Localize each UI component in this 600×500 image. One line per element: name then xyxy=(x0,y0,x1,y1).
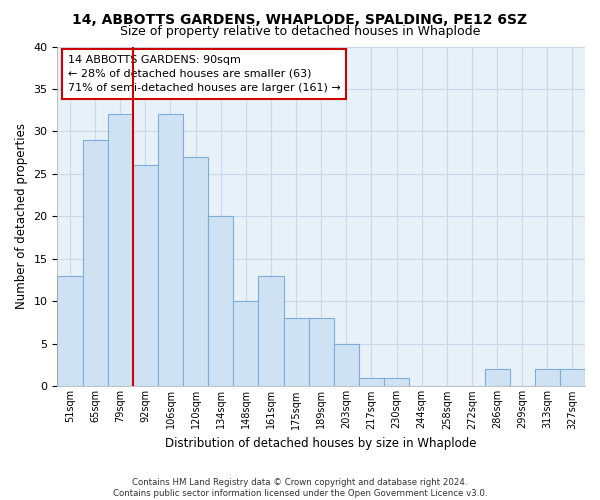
Text: 14, ABBOTTS GARDENS, WHAPLODE, SPALDING, PE12 6SZ: 14, ABBOTTS GARDENS, WHAPLODE, SPALDING,… xyxy=(73,12,527,26)
Text: 14 ABBOTTS GARDENS: 90sqm
← 28% of detached houses are smaller (63)
71% of semi-: 14 ABBOTTS GARDENS: 90sqm ← 28% of detac… xyxy=(68,55,341,93)
Bar xyxy=(208,216,233,386)
Bar xyxy=(560,370,585,386)
Bar xyxy=(158,114,183,386)
Bar xyxy=(384,378,409,386)
Bar xyxy=(233,302,259,386)
Text: Size of property relative to detached houses in Whaplode: Size of property relative to detached ho… xyxy=(120,25,480,38)
Bar xyxy=(535,370,560,386)
Bar xyxy=(107,114,133,386)
Bar xyxy=(485,370,509,386)
Bar xyxy=(259,276,284,386)
Bar xyxy=(83,140,107,386)
Bar xyxy=(359,378,384,386)
Bar xyxy=(58,276,83,386)
Y-axis label: Number of detached properties: Number of detached properties xyxy=(15,124,28,310)
Bar xyxy=(183,157,208,386)
Bar xyxy=(334,344,359,387)
X-axis label: Distribution of detached houses by size in Whaplode: Distribution of detached houses by size … xyxy=(166,437,477,450)
Bar xyxy=(284,318,308,386)
Bar xyxy=(308,318,334,386)
Bar xyxy=(133,166,158,386)
Text: Contains HM Land Registry data © Crown copyright and database right 2024.
Contai: Contains HM Land Registry data © Crown c… xyxy=(113,478,487,498)
